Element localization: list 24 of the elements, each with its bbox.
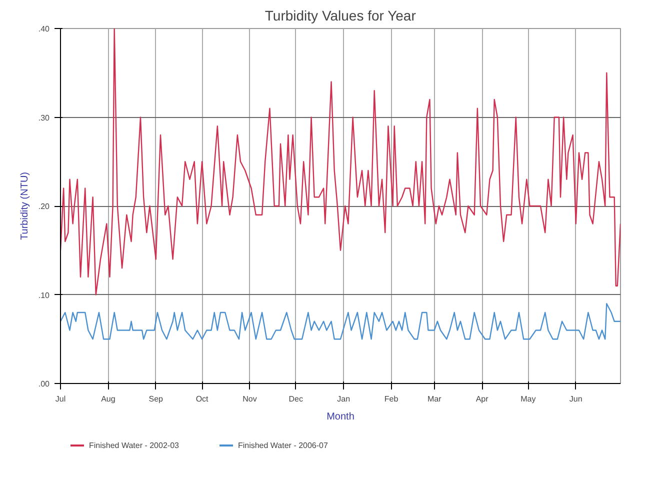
y-tick-label: .30	[38, 113, 50, 122]
x-axis-title: Month	[326, 412, 354, 422]
x-tick-label: Mar	[427, 394, 442, 404]
y-tick-label: .20	[38, 202, 50, 211]
line-series	[60, 303, 620, 340]
chart-title: Turbidity Values for Year	[264, 8, 416, 24]
x-tick-label: Dec	[288, 394, 304, 404]
x-tick-label: Apr	[476, 394, 489, 404]
y-tick-label: .00	[38, 380, 50, 388]
x-tick-label: Jan	[337, 394, 350, 404]
legend-label: Finished Water - 2006-07	[238, 440, 328, 450]
x-tick-label: Oct	[196, 394, 210, 404]
x-tick-label: May	[520, 394, 536, 404]
x-tick-label: Jul	[55, 394, 66, 404]
legend-label: Finished Water - 2002-03	[89, 440, 179, 450]
y-tick-label: .40	[38, 24, 50, 34]
y-axis-title: Turbidity (NTU)	[19, 172, 30, 240]
y-tick-label: .10	[38, 290, 50, 300]
x-tick-label: Nov	[242, 394, 257, 404]
x-tick-label: Sep	[148, 394, 164, 404]
x-tick-label: Jun	[569, 394, 582, 404]
x-tick-label: Feb	[384, 394, 399, 404]
x-tick-label: Aug	[101, 394, 116, 404]
line-series	[60, 28, 620, 296]
